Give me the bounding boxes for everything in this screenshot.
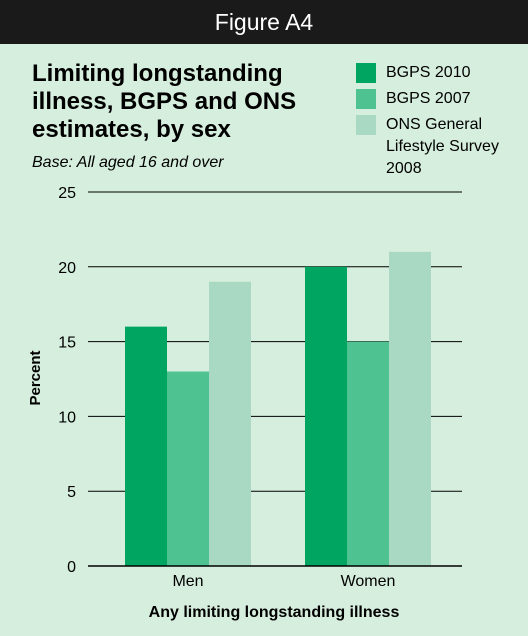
bar-women-bgps-2010 [305,266,347,566]
figure-header: Figure A4 [0,0,528,44]
bar-women-bgps-2007 [347,341,389,566]
legend-label-bgps-2007: BGPS 2007 [386,90,471,107]
legend-item-bgps-2010: BGPS 2010 [356,62,524,84]
bar-men-bgps-2010 [125,326,167,566]
y-tick-label-5: 5 [67,484,76,501]
bar-men-ons-general-lifestyle-survey-2008 [209,281,251,566]
figure-label: Figure A4 [214,9,314,35]
axes: 0 5 10 15 20 25 Men Women [58,185,462,590]
x-axis-label: Any limiting longstanding illness [149,604,400,621]
bar-men-bgps-2007 [167,371,209,566]
bar-women-ons-general-lifestyle-survey-2008 [389,251,431,566]
legend-swatch-ons-2008 [356,115,376,135]
legend-swatch-bgps-2007 [356,89,376,109]
y-tick-label-10: 10 [58,409,76,426]
legend-label-bgps-2010: BGPS 2010 [386,64,471,81]
y-tick-label-15: 15 [58,335,76,352]
y-tick-label-25: 25 [58,185,76,202]
x-tick-label-women: Women [341,573,396,590]
y-tick-label-0: 0 [67,559,76,576]
legend-swatch-bgps-2010 [356,63,376,83]
legend-label-ons-2008: ONS General Lifestyle Survey 2008 [386,116,499,177]
chart-title: Limiting longstanding illness, BGPS and … [32,60,297,143]
y-axis-label: Percent [27,350,44,405]
chart-legend: BGPS 2010 BGPS 2007 ONS General Lifestyl… [356,62,524,184]
legend-item-ons-2008: ONS General Lifestyle Survey 2008 [356,114,524,180]
chart-subtitle: Base: All aged 16 and over [32,154,224,171]
x-tick-label-men: Men [172,573,203,590]
bars [125,251,431,566]
legend-item-bgps-2007: BGPS 2007 [356,88,524,110]
y-tick-label-20: 20 [58,260,76,277]
